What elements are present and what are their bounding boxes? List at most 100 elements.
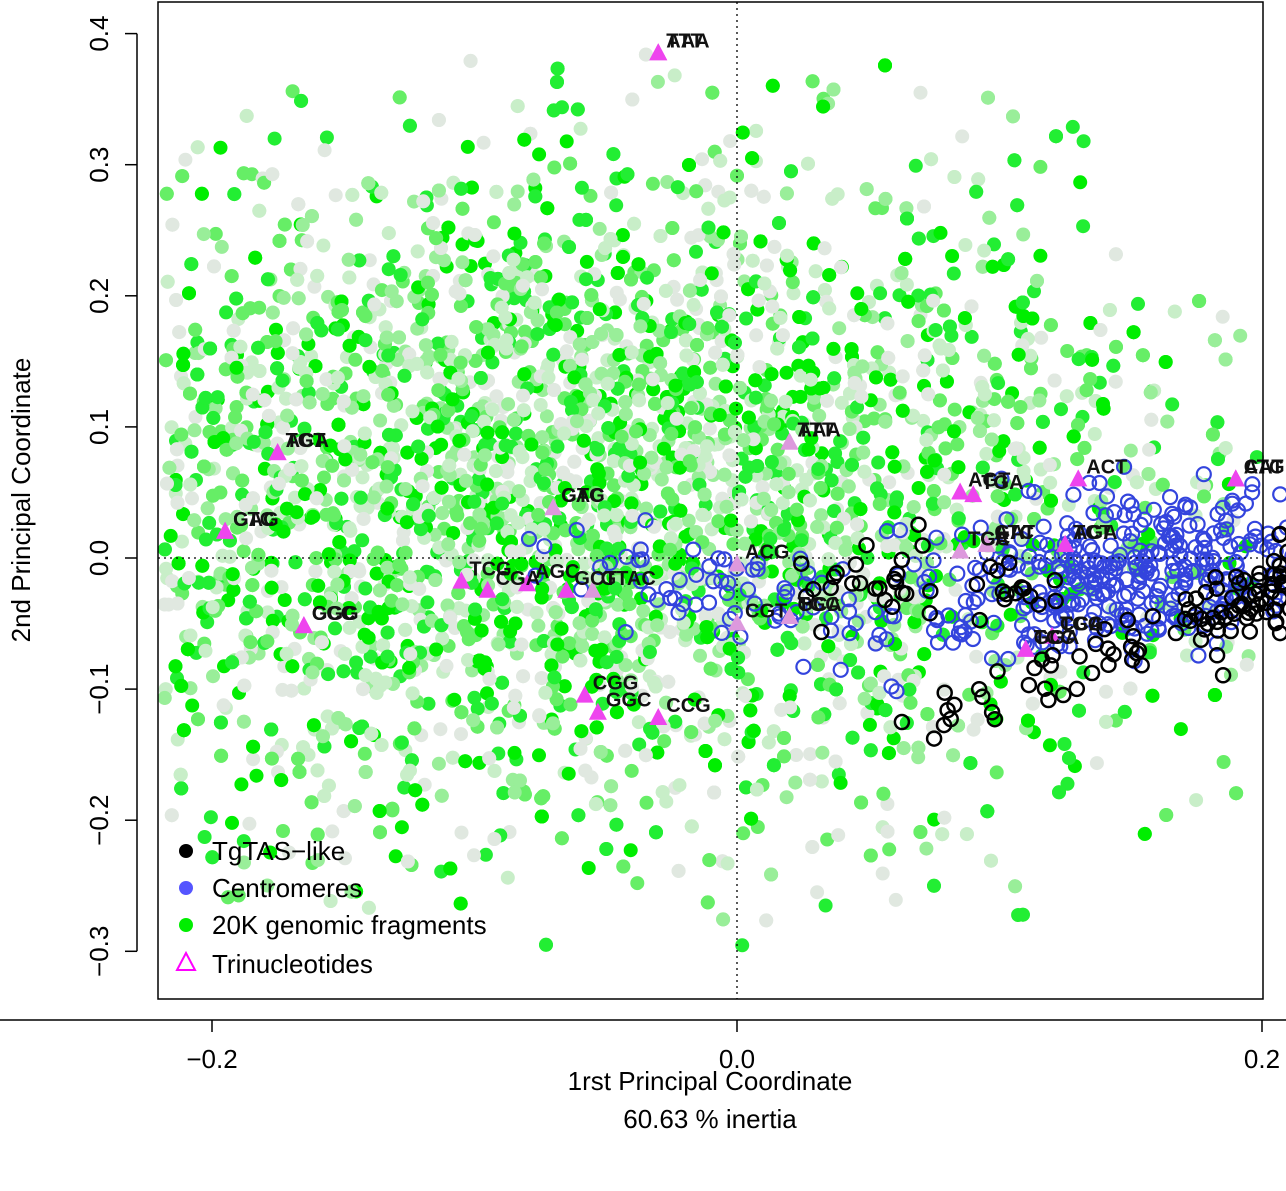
fragment-point <box>767 239 782 254</box>
fragment-point <box>546 347 561 362</box>
fragment-point <box>348 352 363 367</box>
fragment-point <box>900 211 914 226</box>
fragment-point <box>717 732 732 747</box>
fragment-point <box>196 227 211 242</box>
fragment-point <box>590 462 605 477</box>
fragment-point <box>304 209 319 224</box>
fragment-point <box>384 284 399 299</box>
fragment-point <box>794 533 809 548</box>
fragment-point <box>931 420 946 435</box>
fragment-point <box>345 187 360 202</box>
fragment-point <box>236 166 251 181</box>
fragment-point <box>689 244 703 259</box>
fragment-point <box>218 362 233 377</box>
fragment-point <box>921 387 936 402</box>
fragment-point <box>759 258 774 273</box>
fragment-point <box>705 85 720 100</box>
fragment-point <box>871 455 886 470</box>
fragment-point <box>945 249 960 263</box>
fragment-point <box>314 635 329 650</box>
fragment-point <box>722 190 737 205</box>
fragment-point <box>702 853 717 868</box>
fragment-point <box>380 625 395 640</box>
fragment-point <box>549 305 564 320</box>
fragment-point <box>276 420 291 435</box>
fragment-point <box>585 626 600 641</box>
fragment-point <box>187 423 202 438</box>
fragment-point <box>431 336 445 351</box>
fragment-point <box>618 395 633 410</box>
fragment-point <box>1043 318 1058 333</box>
fragment-point <box>567 454 582 469</box>
fragment-point <box>528 255 543 269</box>
fragment-point <box>1216 755 1231 769</box>
fragment-point <box>225 815 239 830</box>
fragment-point <box>397 780 412 795</box>
fragment-point <box>228 410 243 425</box>
fragment-point <box>672 778 687 793</box>
fragment-point <box>470 701 485 716</box>
fragment-point <box>1057 737 1072 751</box>
fragment-point <box>692 571 707 586</box>
fragment-point <box>820 832 835 847</box>
fragment-point <box>225 655 240 670</box>
fragment-point <box>653 229 668 243</box>
fragment-point <box>769 477 784 492</box>
fragment-point <box>538 685 553 700</box>
fragment-point <box>1033 159 1048 174</box>
fragment-point <box>639 501 654 516</box>
fragment-point <box>900 334 915 349</box>
fragment-point <box>381 262 396 277</box>
fragment-point <box>817 241 832 256</box>
fragment-point <box>735 125 750 140</box>
fragment-point <box>604 185 619 200</box>
fragment-point <box>584 288 599 303</box>
fragment-point <box>176 346 191 361</box>
fragment-point <box>374 738 389 752</box>
fragment-point <box>635 688 650 703</box>
fragment-point <box>863 743 878 758</box>
fragment-point <box>752 360 767 375</box>
fragment-point <box>446 526 461 541</box>
fragment-point <box>722 448 737 463</box>
fragment-point <box>252 203 267 218</box>
fragment-point <box>376 638 391 653</box>
fragment-point <box>842 422 857 436</box>
fragment-point <box>325 458 340 473</box>
fragment-point <box>657 441 671 456</box>
fragment-point <box>827 504 841 518</box>
fragment-point <box>575 639 590 654</box>
fragment-point <box>263 845 278 860</box>
fragment-point <box>924 152 939 167</box>
fragment-point <box>535 282 549 297</box>
fragment-point <box>392 330 406 345</box>
fragment-point <box>618 743 633 758</box>
fragment-point <box>329 601 344 616</box>
fragment-point <box>668 516 683 531</box>
fragment-point <box>538 462 553 477</box>
fragment-point <box>829 520 844 535</box>
fragment-point <box>857 691 872 706</box>
fragment-point <box>280 441 295 456</box>
fragment-point <box>310 853 325 868</box>
fragment-point <box>1072 703 1086 718</box>
fragment-point <box>358 581 373 596</box>
fragment-point <box>574 180 589 195</box>
fragment-point <box>979 446 994 461</box>
fragment-point <box>741 410 756 425</box>
fragment-point <box>627 216 642 231</box>
fragment-point <box>512 773 527 788</box>
fragment-point <box>467 848 481 863</box>
fragment-point <box>188 322 203 337</box>
fragment-point <box>870 345 885 360</box>
fragment-point <box>374 185 389 200</box>
fragment-point <box>731 650 746 665</box>
fragment-point <box>815 745 830 760</box>
fragment-point <box>1093 323 1108 337</box>
fragment-point <box>379 479 394 494</box>
fragment-point <box>1165 397 1180 412</box>
fragment-point <box>226 583 241 598</box>
fragment-point <box>634 591 648 606</box>
fragment-point <box>618 586 633 601</box>
